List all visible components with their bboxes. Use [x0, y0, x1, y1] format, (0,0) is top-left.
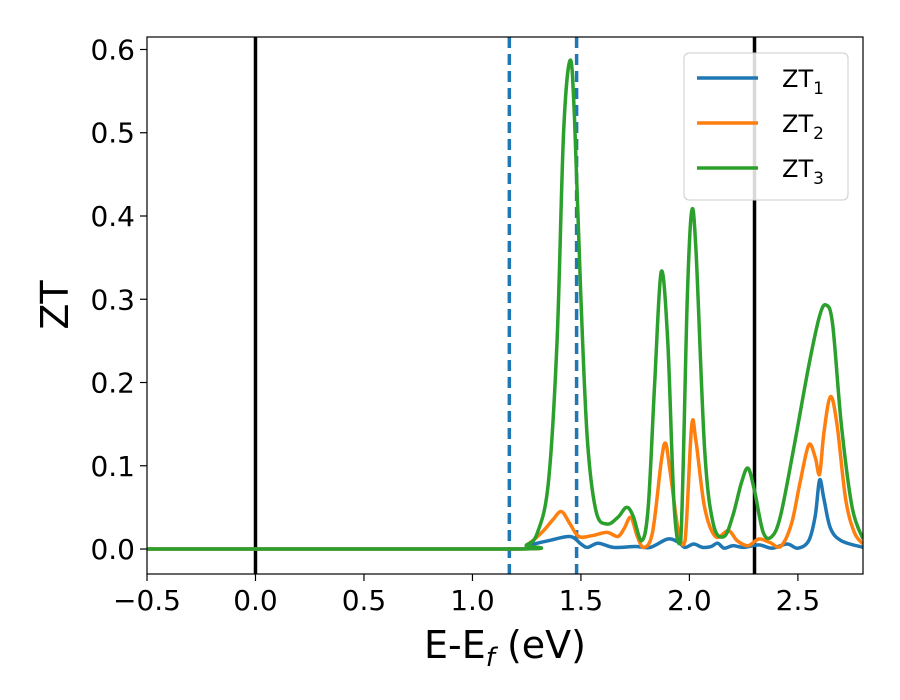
legend-label-1: ZT1 — [782, 65, 824, 99]
y-tick-label: 0.6 — [90, 33, 135, 66]
x-tick-label: 2.0 — [667, 584, 712, 617]
series-line-2 — [147, 394, 863, 551]
legend-label-2: ZT2 — [782, 110, 824, 144]
x-tick-label: −0.5 — [113, 584, 181, 617]
legend-label-3: ZT3 — [782, 155, 824, 189]
y-tick-label: 0.3 — [90, 283, 135, 316]
x-tick-label: 0.0 — [233, 584, 278, 617]
y-tick-label: 0.1 — [90, 450, 135, 483]
y-axis-title: ZT — [33, 280, 77, 330]
series-line-1 — [147, 477, 863, 551]
legend: ZT1 ZT2 ZT3 — [683, 52, 849, 201]
x-tick-label: 0.5 — [342, 584, 387, 617]
y-tick-label: 0.2 — [90, 367, 135, 400]
y-tick-label: 0.0 — [90, 533, 135, 566]
x-tick-label: 1.5 — [559, 584, 604, 617]
series-line-3 — [147, 58, 863, 551]
legend-box — [683, 52, 849, 201]
reference-lines — [253, 37, 757, 574]
y-tick-label: 0.4 — [90, 200, 135, 233]
x-tick-label: 2.5 — [776, 584, 821, 617]
series-layer — [147, 58, 863, 551]
x-axis-title: E-Ef (eV) — [424, 623, 586, 673]
x-tick-label: 1.0 — [450, 584, 495, 617]
y-axis: 0.0 0.1 0.2 0.3 0.4 0.5 0.6 — [90, 33, 147, 566]
plot-frame — [146, 36, 864, 575]
x-axis: −0.5 0.0 0.5 1.0 1.5 2.0 2.5 — [113, 574, 820, 617]
y-tick-label: 0.5 — [90, 117, 135, 150]
